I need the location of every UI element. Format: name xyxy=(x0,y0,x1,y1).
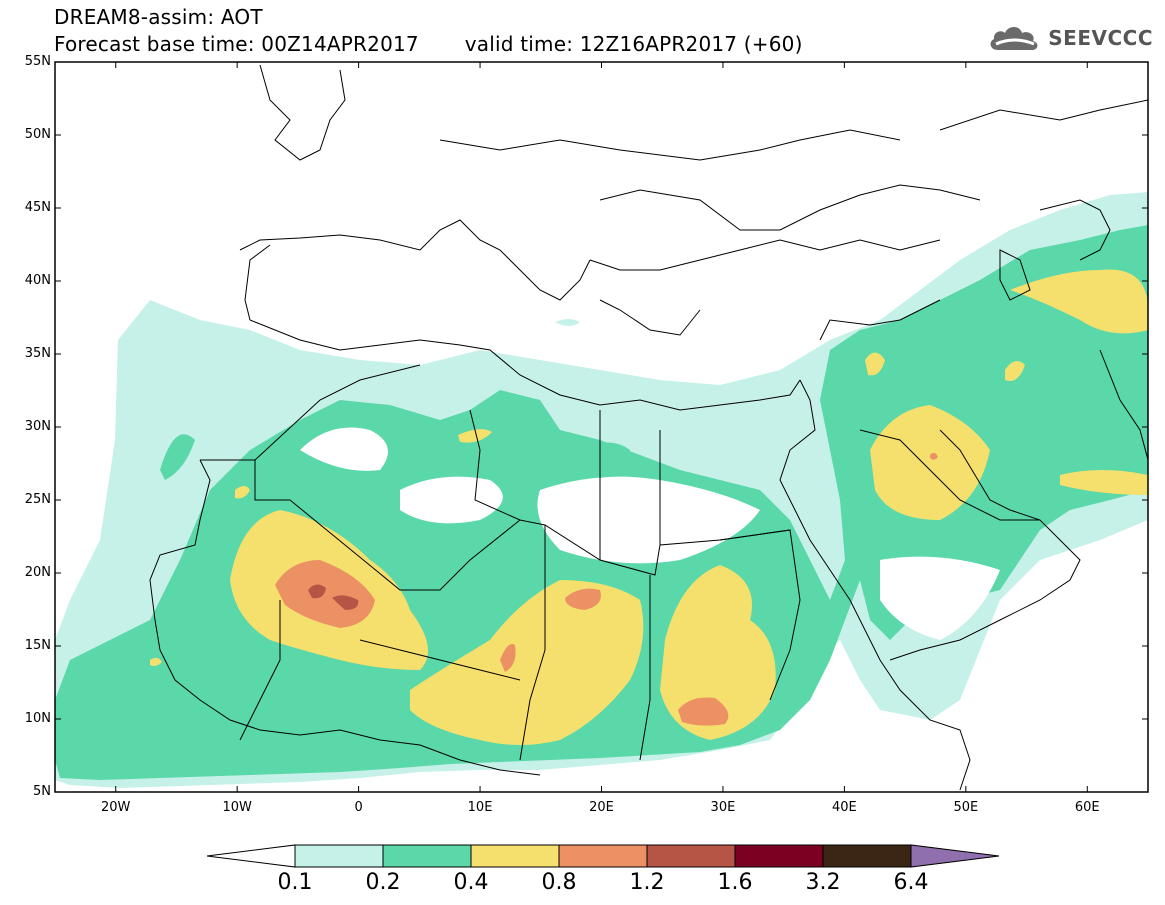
lon-label: 10W xyxy=(222,800,252,815)
seevccc-logo: SEEVCCC xyxy=(986,22,1153,54)
colorbar-lower-arrow xyxy=(206,844,296,868)
colorbar-upper-arrow xyxy=(910,844,1000,868)
colorbar-label: 1.6 xyxy=(717,870,753,895)
colorbar-segment xyxy=(470,844,560,868)
lat-label: 30N xyxy=(24,419,51,434)
colorbar-segment xyxy=(294,844,384,868)
colorbar-label: 0.8 xyxy=(541,870,577,895)
lat-label: 5N xyxy=(33,784,51,799)
forecast-time-line: Forecast base time: 00Z14APR2017 valid t… xyxy=(54,33,803,55)
lat-label: 20N xyxy=(24,565,51,580)
lon-label: 20W xyxy=(101,800,131,815)
lon-label: 30E xyxy=(710,800,736,815)
map-title: DREAM8-assim: AOT xyxy=(54,5,263,29)
lat-label: 15N xyxy=(24,638,51,653)
valid-time-label: valid time: 12Z16APR2017 (+60) xyxy=(464,32,803,56)
lat-label: 35N xyxy=(24,346,51,361)
colorbar-segment xyxy=(558,844,648,868)
lat-label: 55N xyxy=(24,54,51,69)
base-time-label: Forecast base time: 00Z14APR2017 xyxy=(54,32,419,56)
colorbar-segment xyxy=(822,844,912,868)
colorbar-label: 0.2 xyxy=(365,870,401,895)
lat-label: 10N xyxy=(24,711,51,726)
cloud-icon xyxy=(990,27,1038,50)
colorbar-segment xyxy=(646,844,736,868)
lat-label: 40N xyxy=(24,273,51,288)
lon-label: 20E xyxy=(589,800,614,815)
logo-text: SEEVCCC xyxy=(1048,26,1153,50)
aot-field xyxy=(55,62,1148,792)
lat-label: 50N xyxy=(24,127,51,142)
lon-label: 0 xyxy=(354,800,363,815)
lon-label: 10E xyxy=(467,800,493,815)
colorbar-label: 0.4 xyxy=(453,870,489,895)
colorbar-label: 1.2 xyxy=(629,870,665,895)
colorbar-segment xyxy=(382,844,472,868)
colorbar-label: 3.2 xyxy=(805,870,841,895)
lon-label: 50E xyxy=(953,800,979,815)
colorbar-segment xyxy=(734,844,824,868)
colorbar xyxy=(206,844,1000,868)
colorbar-label: 6.4 xyxy=(893,870,929,895)
lat-label: 25N xyxy=(24,492,51,507)
lon-label: 60E xyxy=(1074,800,1100,815)
colorbar-label: 0.1 xyxy=(277,870,313,895)
lon-label: 40E xyxy=(831,800,857,815)
lat-label: 45N xyxy=(24,200,51,215)
